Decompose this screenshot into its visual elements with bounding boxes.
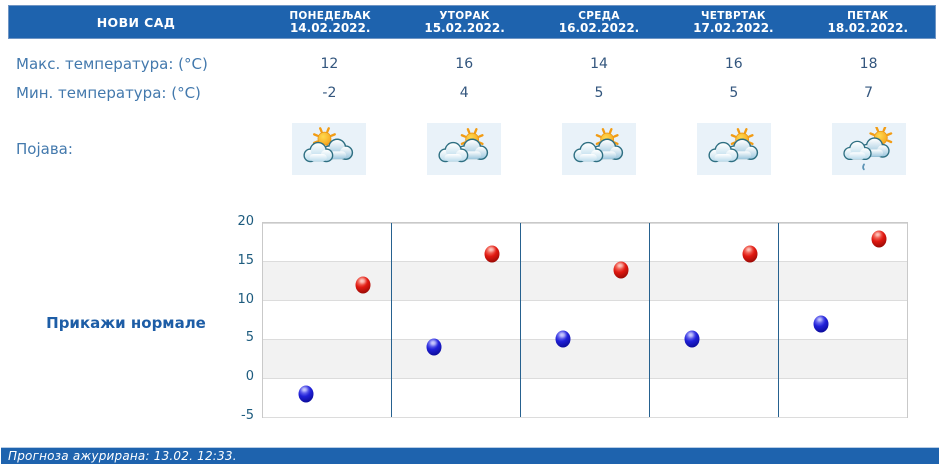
y-axis-tick: 5 [245,330,254,346]
day-header: УТОРАК 15.02.2022. [397,10,531,35]
day-name: ПЕТАК [847,9,889,22]
day-name: СРЕДА [578,9,620,22]
raindrop-icon [861,163,865,170]
chart-gridline [263,261,907,263]
max-temperature-row: Макс. температура: (°C) 12 16 14 16 18 [8,51,936,77]
y-axis-tick: 20 [237,214,254,229]
max-temp-point [871,230,887,248]
weather-icon-box [696,123,771,175]
day-date: 15.02.2022. [424,20,505,35]
day-date: 17.02.2022. [693,20,774,35]
min-temperature-value: 7 [864,85,874,101]
day-date: 18.02.2022. [827,20,909,35]
chart-gridline [263,222,907,224]
weather-icon-cell [262,123,397,175]
location-title: НОВИ САД [96,14,176,30]
max-temperature-value: 16 [724,56,743,72]
min-temp-point [684,330,700,348]
chart-gridline [263,377,907,379]
day-separator-line [648,223,650,417]
min-temperature-value: 5 [729,85,739,101]
y-axis-tick: -5 [241,408,254,423]
max-temperature-value: 16 [455,56,474,72]
max-temperature-value: 14 [590,56,608,72]
min-temperature-value: 4 [459,85,469,101]
weather-icon-box [427,123,502,175]
weather-icon-cell [666,123,801,175]
max-temperature-label: Макс. температура: (°C) [16,55,208,73]
temperature-chart [262,222,908,418]
day-name: ЧЕТВРТАК [700,9,766,22]
min-temp-point [813,315,829,333]
y-axis-tick: 15 [237,252,254,268]
phenomenon-row: Појава: [8,121,936,177]
min-temp-point [555,330,571,348]
weather-icon-box [292,123,367,175]
day-header: СРЕДА 16.02.2022. [532,10,666,35]
max-temp-point [613,261,629,279]
forecast-table-header: НОВИ САД ПОНЕДЕЉАК 14.02.2022. УТОРАК 15… [8,5,936,39]
max-temperature-value: 18 [859,56,878,72]
day-name: ПОНЕДЕЉАК [289,9,372,22]
day-separator-line [391,223,393,417]
max-temperature-value: 12 [320,56,339,72]
weather-icon-cell [397,123,532,175]
sun-two-clouds-icon [303,126,354,162]
max-temp-point [484,245,500,263]
chart-band [263,339,907,379]
chart-gridline [263,416,907,418]
day-date: 14.02.2022. [289,20,371,35]
day-header: ЧЕТВРТАК 17.02.2022. [666,10,800,35]
sun-behind-clouds-icon [708,127,758,162]
forecast-updated-text: Прогноза ажурирана: 13.02. 12:33. [8,449,237,463]
y-axis-tick: 0 [245,369,254,385]
weather-icon-box [561,123,636,175]
sun-behind-clouds-icon [438,127,489,162]
footer-status-bar: Прогноза ажурирана: 13.02. 12:33. [1,447,939,464]
weather-icon-cell [532,123,667,175]
chart-gridline [263,338,907,340]
sun-behind-clouds-icon [573,127,624,162]
min-temperature-row: Мин. температура: (°C) -2 4 5 5 7 [8,80,936,106]
min-temperature-label: Мин. температура: (°C) [16,84,201,102]
phenomenon-label: Појава: [16,140,73,158]
min-temp-point [426,338,442,356]
weather-icon-box [831,123,906,175]
min-temperature-value: -2 [322,85,337,101]
y-axis-tick: 10 [237,291,254,307]
day-separator-line [777,223,779,417]
max-temp-point [355,276,371,294]
min-temp-point [298,385,313,403]
day-separator-line [520,223,522,417]
weather-icon-cell [801,123,936,175]
max-temp-point [742,245,758,263]
chart-gridline [263,300,907,302]
day-header: ПОНЕДЕЉАК 14.02.2022. [263,10,397,35]
min-temperature-value: 5 [594,85,604,101]
sun-clouds-light-rain-icon [842,126,892,170]
show-normals-button[interactable]: Прикажи нормале [46,314,206,332]
day-header: ПЕТАК 18.02.2022. [801,10,935,35]
day-name: УТОРАК [439,9,490,22]
day-date: 16.02.2022. [558,20,640,35]
